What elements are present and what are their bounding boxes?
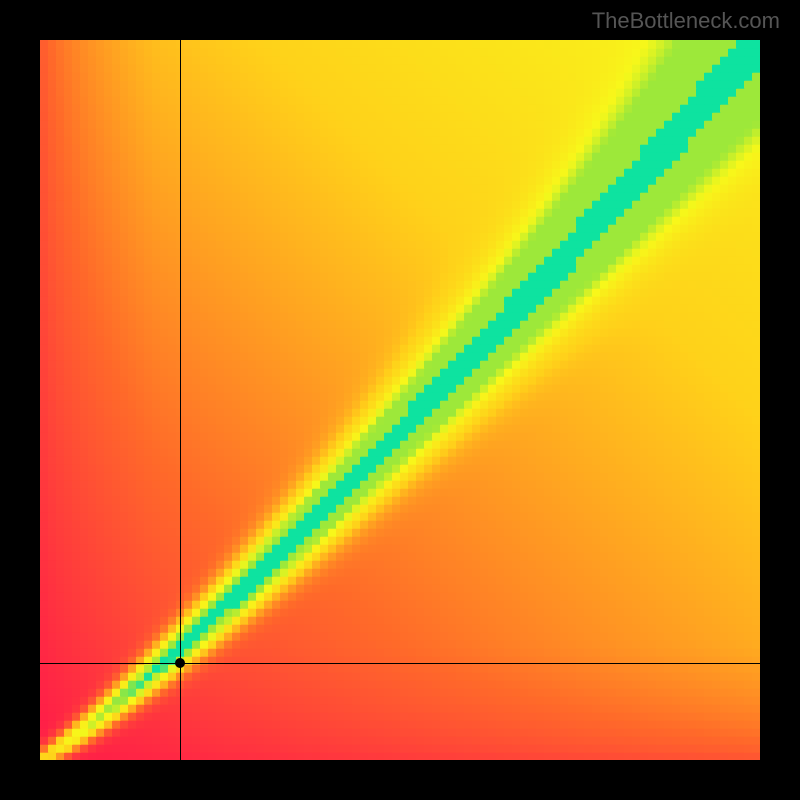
heatmap-canvas <box>40 40 760 760</box>
crosshair-vertical <box>180 40 181 760</box>
crosshair-horizontal <box>40 663 760 664</box>
heatmap-plot <box>40 40 760 760</box>
watermark-text: TheBottleneck.com <box>592 8 780 34</box>
